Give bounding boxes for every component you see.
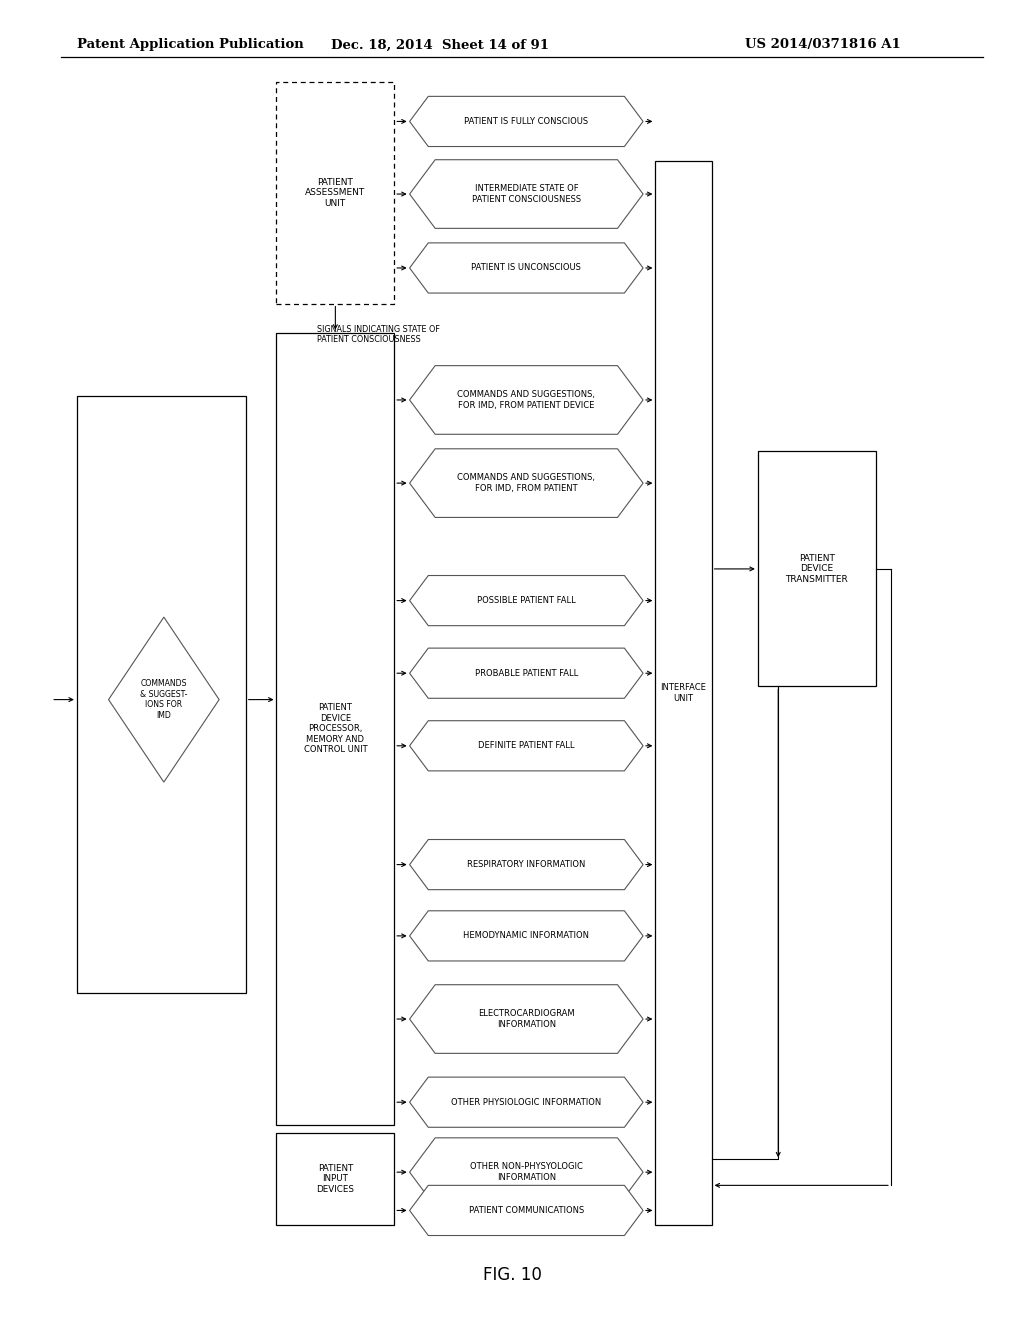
Polygon shape — [410, 1185, 643, 1236]
Text: PATIENT
DEVICE
PROCESSOR,
MEMORY AND
CONTROL UNIT: PATIENT DEVICE PROCESSOR, MEMORY AND CON… — [303, 704, 368, 754]
Text: US 2014/0371816 A1: US 2014/0371816 A1 — [745, 38, 901, 51]
Text: Patent Application Publication: Patent Application Publication — [77, 38, 303, 51]
Text: FIG. 10: FIG. 10 — [482, 1266, 542, 1284]
Text: PATIENT
DEVICE
TRANSMITTER: PATIENT DEVICE TRANSMITTER — [785, 554, 848, 583]
Text: RESPIRATORY INFORMATION: RESPIRATORY INFORMATION — [467, 861, 586, 869]
Polygon shape — [410, 1077, 643, 1127]
Text: COMMANDS
& SUGGEST-
IONS FOR
IMD: COMMANDS & SUGGEST- IONS FOR IMD — [140, 680, 187, 719]
Polygon shape — [410, 648, 643, 698]
Text: PROBABLE PATIENT FALL: PROBABLE PATIENT FALL — [475, 669, 578, 677]
Polygon shape — [410, 721, 643, 771]
Text: HEMODYNAMIC INFORMATION: HEMODYNAMIC INFORMATION — [463, 932, 590, 940]
Bar — [276, 333, 394, 1125]
Text: ELECTROCARDIOGRAM
INFORMATION: ELECTROCARDIOGRAM INFORMATION — [478, 1010, 574, 1028]
Polygon shape — [410, 576, 643, 626]
Bar — [77, 396, 246, 993]
Text: POSSIBLE PATIENT FALL: POSSIBLE PATIENT FALL — [477, 597, 575, 605]
Polygon shape — [410, 366, 643, 434]
Text: PATIENT IS FULLY CONSCIOUS: PATIENT IS FULLY CONSCIOUS — [464, 117, 589, 125]
Text: PATIENT IS UNCONSCIOUS: PATIENT IS UNCONSCIOUS — [471, 264, 582, 272]
Text: PATIENT
INPUT
DEVICES: PATIENT INPUT DEVICES — [316, 1164, 354, 1193]
Polygon shape — [410, 911, 643, 961]
Text: INTERFACE
UNIT: INTERFACE UNIT — [660, 684, 707, 702]
Text: INTERMEDIATE STATE OF
PATIENT CONSCIOUSNESS: INTERMEDIATE STATE OF PATIENT CONSCIOUSN… — [472, 185, 581, 203]
Polygon shape — [410, 160, 643, 228]
Text: OTHER PHYSIOLOGIC INFORMATION: OTHER PHYSIOLOGIC INFORMATION — [452, 1098, 601, 1106]
Text: OTHER NON-PHYSYOLOGIC
INFORMATION: OTHER NON-PHYSYOLOGIC INFORMATION — [470, 1163, 583, 1181]
Text: SIGNALS INDICATING STATE OF
PATIENT CONSCIOUSNESS: SIGNALS INDICATING STATE OF PATIENT CONS… — [317, 325, 440, 345]
Polygon shape — [410, 1138, 643, 1206]
Text: COMMANDS AND SUGGESTIONS,
FOR IMD, FROM PATIENT DEVICE: COMMANDS AND SUGGESTIONS, FOR IMD, FROM … — [458, 391, 595, 409]
Text: DEFINITE PATIENT FALL: DEFINITE PATIENT FALL — [478, 742, 574, 750]
Polygon shape — [109, 618, 219, 781]
Bar — [276, 82, 394, 304]
Polygon shape — [410, 985, 643, 1053]
Text: Dec. 18, 2014  Sheet 14 of 91: Dec. 18, 2014 Sheet 14 of 91 — [332, 38, 549, 51]
Polygon shape — [410, 840, 643, 890]
Text: PATIENT
ASSESSMENT
UNIT: PATIENT ASSESSMENT UNIT — [305, 178, 366, 207]
Bar — [655, 161, 712, 1225]
Bar — [276, 1133, 394, 1225]
Polygon shape — [410, 243, 643, 293]
Text: PATIENT COMMUNICATIONS: PATIENT COMMUNICATIONS — [469, 1206, 584, 1214]
Polygon shape — [410, 96, 643, 147]
Bar — [758, 451, 876, 686]
Text: COMMANDS AND SUGGESTIONS,
FOR IMD, FROM PATIENT: COMMANDS AND SUGGESTIONS, FOR IMD, FROM … — [458, 474, 595, 492]
Polygon shape — [410, 449, 643, 517]
